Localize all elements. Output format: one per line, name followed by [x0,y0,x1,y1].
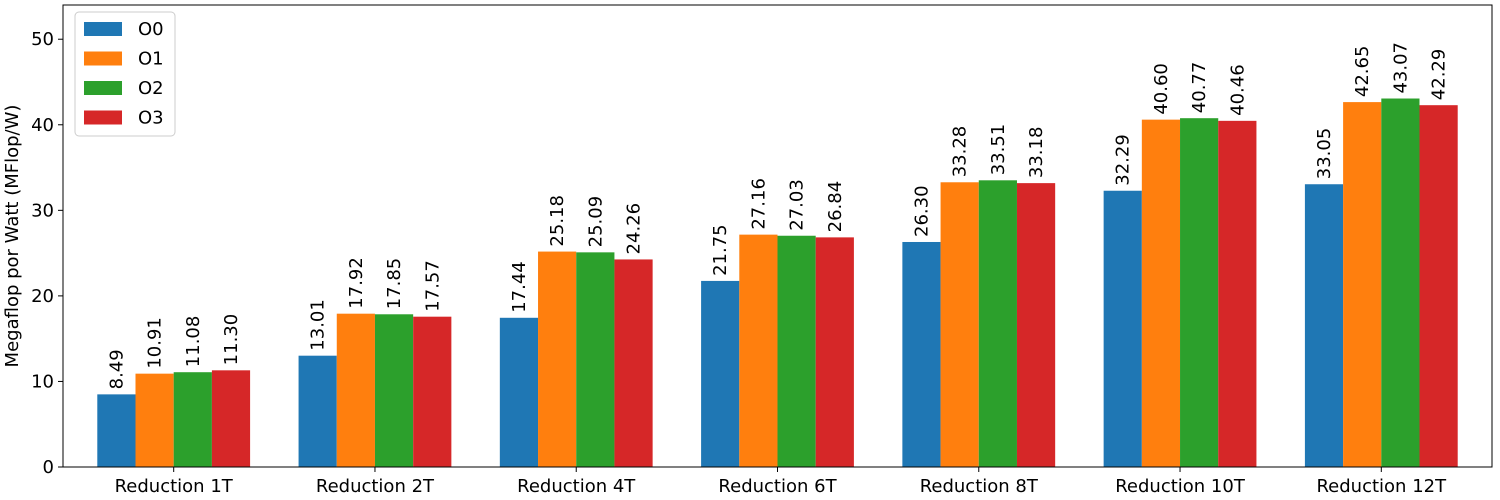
legend-swatch-o2 [84,81,122,95]
bar-o3-1 [211,370,251,467]
bar-o0-6 [1103,190,1142,468]
bars-group [97,98,1458,468]
data-label-o0-4: 21.75 [710,224,731,276]
legend-label-o1: O1 [138,49,164,70]
bar-o1-4 [739,234,778,467]
data-label-o0-7: 33.05 [1314,128,1335,180]
y-tick-label: 10 [31,371,54,392]
data-label-o3-2: 17.57 [422,260,443,312]
data-label-o2-5: 33.51 [988,124,1009,176]
y-axis: 0 10 20 30 40 50 [31,29,63,478]
bar-o0-7 [1304,184,1344,467]
legend-box [74,11,176,137]
bar-o1-1 [135,373,174,467]
y-axis-label: Megaflop por Watt (MFlop/W) [2,105,23,368]
data-label-o1-7: 42.65 [1352,46,1373,98]
bar-o0-5 [902,241,941,467]
data-label-o1-4: 27.16 [748,178,769,230]
legend-swatch-o3 [84,110,122,125]
data-label-o1-6: 40.60 [1151,63,1172,115]
y-tick-label: 40 [31,115,54,136]
y-tick-label: 20 [31,286,54,307]
bar-o3-5 [1016,183,1056,468]
data-label-o0-1: 8.49 [106,349,127,389]
data-label-o2-2: 17.85 [384,258,405,310]
data-label-o3-7: 42.29 [1429,49,1450,101]
y-tick-label: 0 [43,457,54,478]
data-label-o2-3: 25.09 [585,196,606,248]
data-label-o3-6: 40.46 [1227,64,1248,116]
x-axis: Reduction 1T Reduction 2T Reduction 4T Redu… [115,467,1447,497]
x-tick-label: Reduction 4T [517,476,636,497]
bar-o3-6 [1218,120,1257,467]
legend-label-o2: O2 [138,78,164,99]
y-tick-label: 30 [31,200,54,221]
bar-o1-2 [336,313,375,467]
bar-o3-2 [413,316,452,467]
data-label-o3-5: 33.18 [1026,127,1047,179]
x-tick-label: Reduction 8T [920,476,1039,497]
x-tick-label: Reduction 12T [1316,476,1447,497]
bar-o3-4 [815,237,854,467]
bar-o0-4 [701,280,740,467]
data-label-o2-6: 40.77 [1189,62,1210,114]
data-label-o3-4: 26.84 [825,181,846,233]
legend-swatch-o0 [84,22,122,36]
data-label-o2-1: 11.08 [183,316,204,368]
bar-o1-6 [1141,119,1181,468]
data-labels-group: 8.49 10.91 11.08 11.30 13.01 17.92 17.85 17.57 1… [106,42,1449,389]
data-label-o3-3: 24.26 [624,203,645,255]
data-label-o3-1: 11.30 [221,314,242,366]
bar-o1-7 [1343,102,1382,467]
data-label-o0-6: 32.29 [1113,134,1134,186]
bar-o0-3 [499,317,539,467]
legend-label-o0: O0 [138,19,164,40]
bar-o3-3 [614,259,653,467]
x-tick-label: Reduction 2T [316,476,435,497]
bar-o1-3 [538,251,577,467]
x-tick-label: Reduction 6T [718,476,837,497]
y-tick-label: 50 [31,29,54,50]
data-label-o0-3: 17.44 [509,261,530,313]
bar-o2-2 [374,314,414,467]
bar-o2-4 [777,235,816,467]
data-label-o1-5: 33.28 [950,126,971,178]
data-label-o0-2: 13.01 [308,299,329,351]
bar-o3-7 [1419,105,1458,468]
bar-o2-7 [1381,98,1420,468]
bar-o0-2 [298,355,337,467]
data-label-o2-4: 27.03 [787,179,808,231]
data-label-o0-5: 26.30 [911,185,932,237]
bar-o2-3 [576,252,615,467]
bar-o2-6 [1180,118,1219,467]
data-label-o1-2: 17.92 [346,257,367,309]
x-tick-label: Reduction 1T [115,476,234,497]
x-tick-label: Reduction 10T [1115,476,1246,497]
bar-o2-1 [173,372,212,467]
bar-o0-1 [97,394,136,467]
bar-o2-5 [978,180,1017,467]
data-label-o2-7: 43.07 [1390,42,1411,94]
legend-swatch-o1 [84,51,122,66]
legend: O0 O1 O2 O3 [74,11,176,137]
data-label-o1-1: 10.91 [145,317,166,369]
data-label-o1-3: 25.18 [547,195,568,247]
legend-label-o3: O3 [138,108,164,129]
bar-o1-5 [940,182,979,467]
